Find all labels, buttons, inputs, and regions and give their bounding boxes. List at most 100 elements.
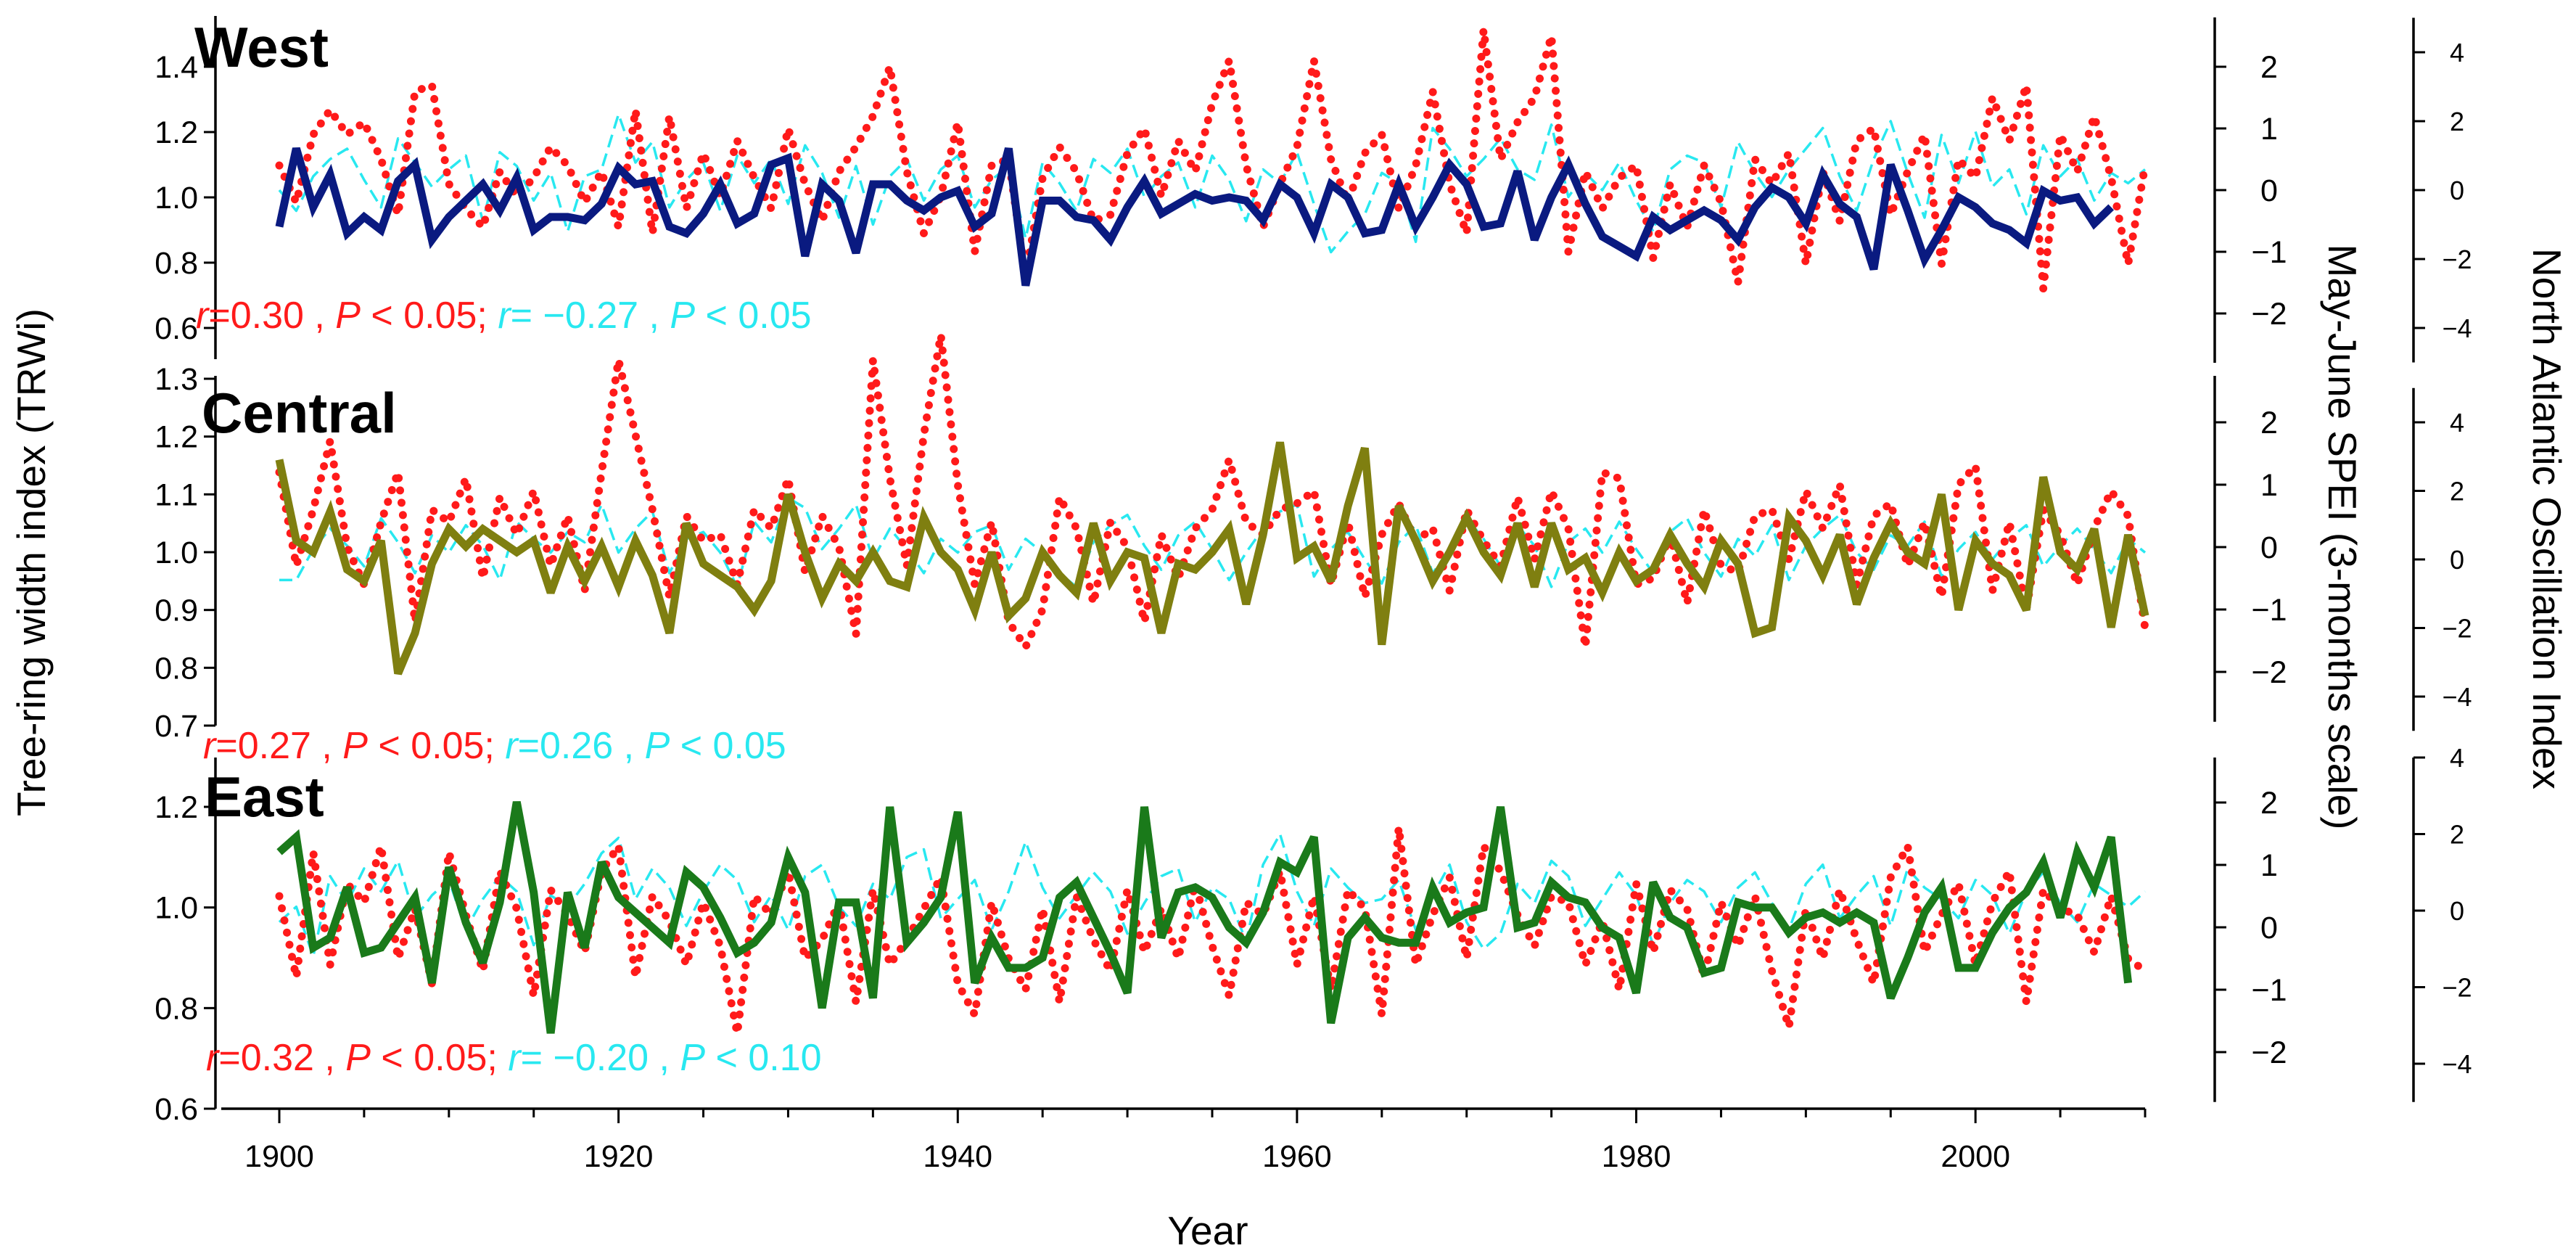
stat-part: , [304,295,335,337]
x-tick-label: 1940 [923,1139,992,1174]
panel-central: 0.7 0.8 0.9 1.0 1.1 1.2 1.3 −2 −1 0 1 2 −4 −2 0 2 4 Centr… [155,331,2472,767]
spei-tick-label-central: −1 [2251,593,2287,628]
spei-tick-label-west: −2 [2251,297,2287,332]
stat-part: =0.30 [208,295,304,337]
stat-part: =0.26 [518,725,614,767]
stat-part: r [498,295,512,337]
nao-tick-label-west: 0 [2450,176,2464,205]
left-tick-label-east: 0.6 [155,1092,198,1127]
x-tick-label: 1960 [1262,1139,1332,1174]
stat-part: P [345,1037,371,1079]
spei-tick-label-east: −2 [2251,1035,2287,1070]
spei-tick-label-central: 1 [2260,468,2278,503]
trwi-line-central [275,441,2149,676]
stat-annotation-central: r=0.27 , P < 0.05; r=0.26 , P < 0.05 [203,725,786,767]
nao-tick-label-east: 2 [2450,820,2464,850]
nao-tick-label-central: −4 [2442,682,2472,712]
nao-tick-label-east: −4 [2442,1049,2472,1079]
stat-part: < 0.05; [361,295,487,337]
left-tick-label-west: 1.2 [155,115,198,150]
left-tick-label-central: 1.1 [155,477,198,512]
trwi-line-east [276,801,2133,1034]
nao-tick-label-east: 4 [2450,743,2464,773]
stat-part: P [670,295,695,337]
panel-title-central: Central [202,381,397,445]
spei-tick-label-east: 2 [2260,786,2278,821]
stat-part: < 0.05; [371,1037,498,1079]
stat-part: P [645,725,670,767]
stat-part [495,725,505,767]
left-tick-label-central: 0.7 [155,709,198,744]
nao-tick-label-west: 2 [2450,107,2464,136]
spei-tick-label-west: −1 [2251,235,2287,270]
panel-east: 0.6 0.8 1.0 1.2 −2 −1 0 1 2 −4 −2 0 2 4 East r=0.32 , P… [155,743,2472,1127]
stat-annotation-west: r=0.30 , P < 0.05; r= −0.27 , P < 0.05 [196,295,812,337]
panel-title-east: East [205,765,324,829]
left-tick-label-east: 1.2 [155,790,198,825]
nao-line-west [278,112,2147,254]
left-tick-label-east: 1.0 [155,891,198,926]
stat-part: < 0.05 [670,725,786,767]
stat-part: , [613,725,644,767]
left-tick-label-west: 0.6 [155,311,198,346]
left-tick-label-central: 1.2 [155,420,198,455]
stat-part: < 0.05; [368,725,495,767]
stat-part: r [196,295,210,337]
stat-part: P [335,295,361,337]
left-tick-label-central: 0.8 [155,651,198,686]
stat-part: < 0.10 [705,1037,821,1079]
nao-tick-label-east: 0 [2450,896,2464,926]
nao-tick-label-central: 0 [2450,545,2464,575]
spei-tick-label-west: 1 [2260,112,2278,147]
nao-tick-label-west: −2 [2442,245,2472,274]
stat-part: , [638,295,670,337]
x-tick-label: 2000 [1941,1139,2010,1174]
x-tick-label: 1980 [1602,1139,1671,1174]
panel-title-west: West [194,15,329,79]
stat-part: r [203,725,218,767]
left-tick-label-central: 1.3 [155,362,198,397]
stat-part: , [311,725,342,767]
y-axis-title-nao: North Atlantic Oscillation Index [2524,248,2569,789]
nao-tick-label-central: 2 [2450,477,2464,506]
stat-part [498,1037,508,1079]
left-tick-label-central: 1.0 [155,535,198,570]
stat-part: , [649,1037,680,1079]
x-tick-label: 1920 [584,1139,654,1174]
stat-part: = −0.20 [521,1037,649,1079]
y-axis-title-left: Tree-ring width index (TRWi) [9,308,54,816]
left-tick-label-west: 0.8 [155,246,198,281]
stat-part: r [206,1037,221,1079]
stat-part: < 0.05 [695,295,811,337]
left-tick-label-west: 1.0 [155,181,198,216]
stat-part: P [680,1037,705,1079]
panel-west: 0.6 0.8 1.0 1.2 1.4 −2 −1 0 1 2 −4 −2 0 2 4 West r=0.30 … [155,15,2472,363]
spei-tick-label-east: 1 [2260,848,2278,883]
trwi-line-west [275,147,2115,287]
nao-tick-label-central: −2 [2442,614,2472,644]
y-axis-title-spei: May-June SPEI (3-months scale) [2320,245,2365,830]
stat-part: , [314,1037,345,1079]
nao-line-east [278,832,2147,959]
stat-part [487,295,498,337]
x-tick-label: 1900 [244,1139,314,1174]
spei-tick-label-west: 2 [2260,50,2278,85]
left-tick-label-west: 1.4 [155,50,198,85]
spei-tick-label-east: 0 [2260,911,2278,945]
spei-tick-label-central: −2 [2251,655,2287,690]
left-tick-label-east: 0.8 [155,991,198,1026]
x-axis-title: Year [1167,1208,1248,1253]
left-tick-label-central: 0.9 [155,594,198,628]
spei-line-central [275,331,2149,652]
nao-tick-label-west: −4 [2442,313,2472,343]
stat-annotation-east: r=0.32 , P < 0.05; r= −0.20 , P < 0.10 [206,1037,822,1079]
nao-tick-label-east: −2 [2442,973,2472,1003]
stat-part: =0.32 [218,1037,314,1079]
stat-part: P [342,725,368,767]
spei-tick-label-east: −1 [2251,973,2287,1008]
stat-part: = −0.27 [511,295,638,337]
stat-part: =0.27 [215,725,311,767]
spei-tick-label-west: 0 [2260,173,2278,208]
stat-part: r [505,725,519,767]
spei-tick-label-central: 2 [2260,406,2278,440]
